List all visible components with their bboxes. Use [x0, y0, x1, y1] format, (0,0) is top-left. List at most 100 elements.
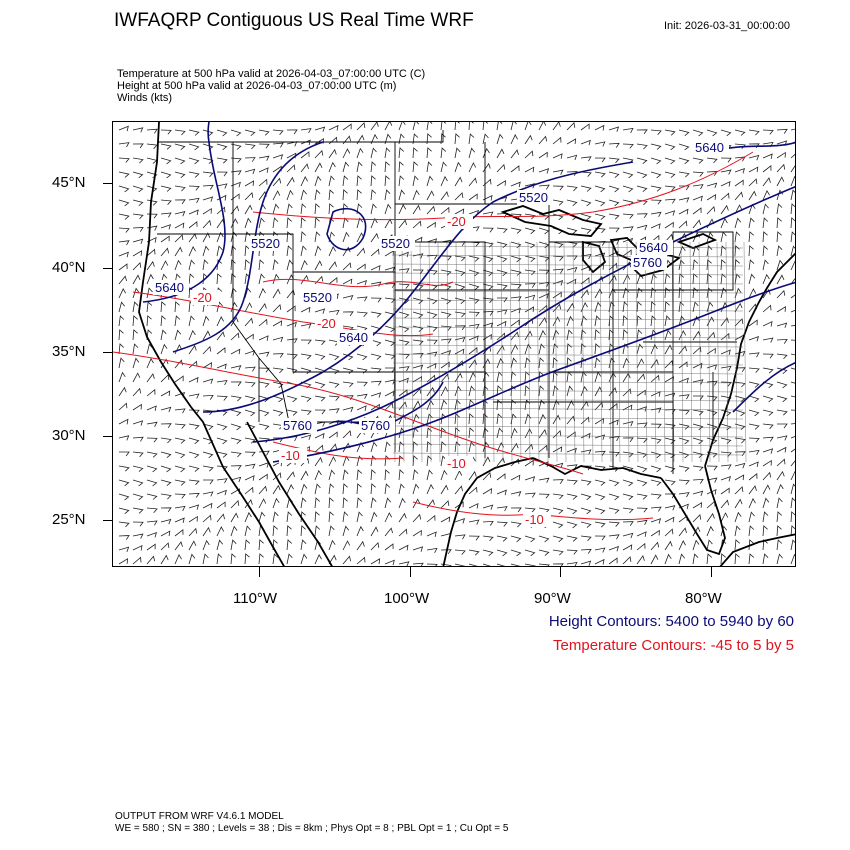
wind-barb — [412, 562, 424, 566]
wind-barb — [720, 512, 729, 523]
wind-barb — [244, 204, 253, 215]
wind-barb — [328, 161, 336, 173]
wind-barb — [580, 277, 590, 285]
wind-barb — [734, 553, 740, 565]
wind-barb — [398, 251, 409, 258]
wind-barb — [706, 451, 718, 458]
wind-barb — [412, 236, 423, 243]
wind-barb — [412, 498, 421, 509]
wind-barb — [776, 446, 787, 453]
wind-barb — [230, 205, 239, 215]
wind-barb — [342, 311, 354, 317]
wind-barb — [776, 381, 788, 389]
wind-barb — [370, 558, 381, 565]
wind-barb — [398, 512, 407, 523]
wind-barb — [454, 385, 462, 397]
wind-barb — [118, 558, 129, 565]
wind-barb — [426, 161, 433, 173]
wind-barb — [440, 427, 446, 439]
wind-barb — [776, 231, 782, 243]
wind-barb — [650, 518, 662, 524]
wind-barb — [636, 479, 648, 487]
wind-barb — [790, 339, 795, 341]
wind-barb — [132, 403, 142, 411]
wind-barb — [118, 435, 130, 441]
wind-barb — [468, 269, 480, 277]
wind-barb — [328, 497, 334, 509]
wind-barb — [384, 402, 394, 411]
wind-barb — [202, 345, 212, 355]
wind-barb — [328, 554, 337, 565]
wind-barb — [370, 175, 376, 187]
wind-barb — [342, 217, 349, 229]
wind-barb — [328, 483, 335, 495]
wind-barb — [594, 124, 605, 131]
wind-barb — [664, 516, 675, 523]
wind-barb — [300, 231, 306, 243]
wind-barb — [496, 241, 508, 249]
wind-barb — [174, 143, 186, 151]
wind-barb — [203, 479, 214, 485]
wind-barb — [188, 246, 196, 257]
wind-barb — [720, 204, 729, 215]
wind-barb — [230, 259, 236, 271]
wind-barb — [762, 245, 768, 257]
wind-barb — [370, 526, 379, 537]
wind-barb — [272, 353, 284, 358]
wind-barb — [538, 429, 547, 439]
wind-barb — [356, 279, 368, 286]
wind-barb — [132, 387, 142, 397]
wind-barb — [244, 409, 256, 417]
wind-barb — [440, 484, 449, 495]
wind-barb — [314, 126, 326, 132]
wind-barb — [398, 561, 410, 566]
wind-barb — [118, 418, 129, 425]
wind-barb — [594, 507, 606, 515]
wind-barb — [412, 189, 420, 201]
wind-barb — [720, 475, 732, 482]
wind-barb — [342, 430, 352, 439]
wind-barb — [370, 122, 379, 131]
wind-barb — [118, 125, 129, 132]
wind-barb — [790, 217, 795, 229]
wind-barb — [300, 470, 309, 481]
wind-barb — [594, 386, 603, 397]
wind-barb — [216, 379, 228, 386]
wind-barb — [440, 361, 450, 369]
wind-barb — [552, 430, 562, 439]
wind-barb — [258, 273, 265, 285]
wind-barb — [552, 153, 563, 159]
wind-barb — [734, 498, 743, 509]
wind-barb — [202, 315, 210, 327]
wind-barb — [734, 167, 746, 174]
wind-barb — [552, 563, 564, 566]
wind-barb — [300, 139, 311, 146]
wind-barb — [580, 289, 589, 299]
wind-barb — [454, 517, 466, 524]
wind-barb — [468, 133, 475, 145]
wind-barb — [776, 470, 785, 481]
wind-barb — [132, 479, 144, 487]
wind-barb — [440, 206, 450, 215]
wind-barb — [790, 511, 795, 523]
wind-barb — [244, 437, 256, 444]
wind-barb — [258, 351, 270, 357]
wind-barb — [706, 423, 718, 431]
wind-barb — [524, 535, 536, 543]
wind-barb — [342, 161, 350, 173]
wind-barb — [552, 255, 564, 261]
height-label-bg — [379, 236, 415, 251]
wind-barb — [118, 493, 130, 501]
wind-barb — [748, 472, 758, 481]
wind-barb — [398, 147, 404, 159]
wind-barb — [594, 535, 606, 541]
wind-barb — [426, 205, 436, 215]
wind-barb — [160, 423, 172, 429]
wind-barb — [160, 343, 168, 355]
wind-barb — [440, 239, 452, 245]
wind-barb — [202, 491, 214, 497]
wind-barb — [510, 458, 520, 467]
county-line — [662, 241, 666, 463]
wind-barb — [188, 273, 195, 285]
wind-barb — [678, 492, 690, 498]
